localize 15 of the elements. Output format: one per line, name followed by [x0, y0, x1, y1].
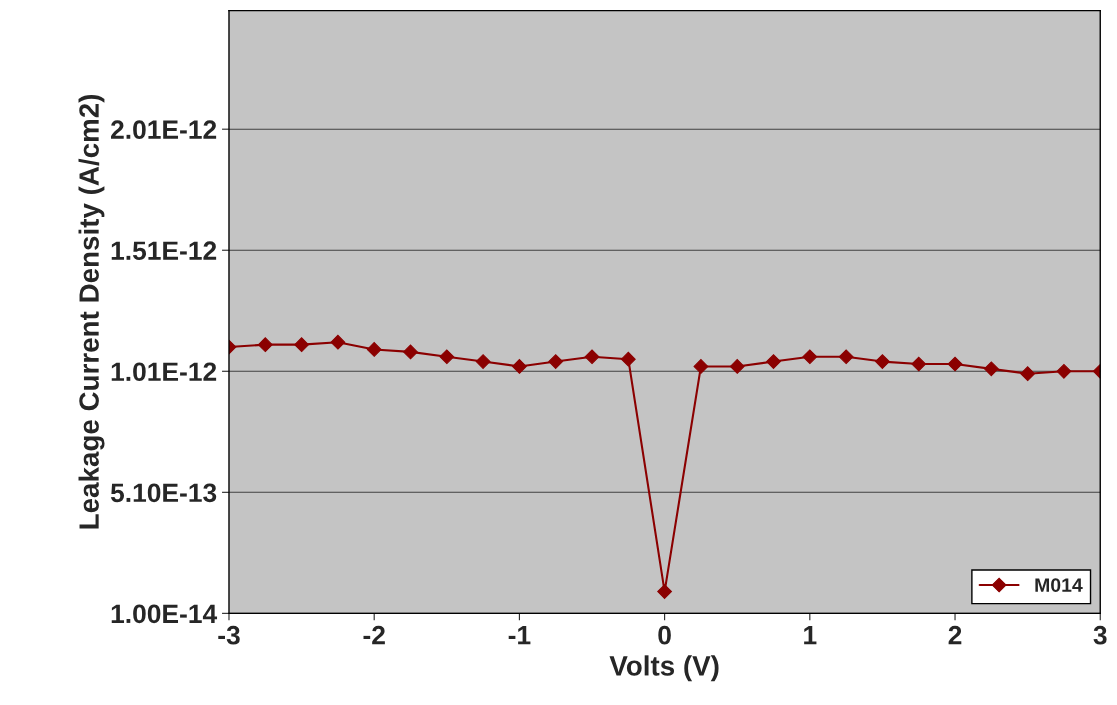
- x-tick-label: -3: [218, 625, 240, 645]
- y-tick-label: 2.01E-12: [111, 120, 217, 140]
- y-tick-label: 1.51E-12: [111, 241, 217, 261]
- legend-label: M014: [1035, 578, 1083, 593]
- y-axis-title: Leakage Current Density (A/cm2): [78, 94, 105, 529]
- y-tick-label: 5.10E-13: [110, 483, 217, 503]
- y-tick-label: 1.00E-14: [111, 604, 218, 624]
- x-axis-title: Volts (V): [609, 655, 719, 682]
- x-tick-label: 0: [658, 625, 671, 645]
- x-tick-label: 1: [804, 626, 817, 645]
- x-tick-label: 2: [948, 625, 962, 645]
- x-tick-label: -2: [363, 625, 385, 645]
- x-tick-label: -1: [508, 626, 531, 645]
- y-tick-label: 1.01E-12: [111, 362, 217, 382]
- x-tick-label: 3: [1093, 625, 1107, 645]
